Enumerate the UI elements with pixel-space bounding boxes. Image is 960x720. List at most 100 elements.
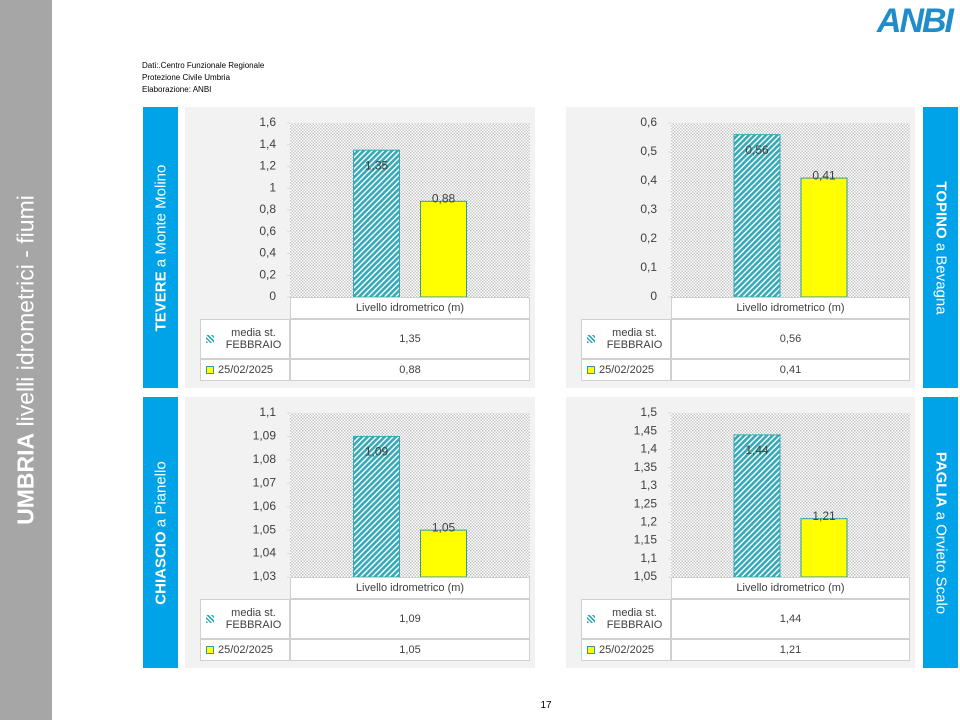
y-tick-label: 0,4 (259, 246, 276, 260)
sidebar: UMBRIA livelli idrometrici - fiumi (0, 0, 52, 720)
y-tick-label: 0 (650, 289, 657, 303)
source-line: Protezione Civile Umbria (142, 73, 231, 82)
station-label: CHIASCIO a Pianello (143, 397, 178, 668)
value-label: 1,05 (432, 520, 456, 534)
legend-key (587, 366, 595, 374)
legend-text: media st. FEBBRAIO (606, 607, 663, 631)
station-name: a Pianello (152, 460, 169, 527)
river-name: PAGLIA (932, 451, 949, 507)
plot-area (671, 123, 910, 297)
legend-entry: 25/02/2025 (581, 359, 671, 381)
y-tick-label: 1 (269, 180, 276, 194)
legend-entry: 25/02/2025 (200, 639, 290, 661)
bar (733, 434, 781, 578)
y-tick-label: 1,06 (253, 499, 277, 513)
y-tick-label: 0,6 (640, 115, 657, 129)
bar (733, 134, 781, 298)
station-text: PAGLIA a Orvieto Scalo (932, 451, 949, 613)
y-tick-label: 1,2 (640, 515, 657, 529)
legend-text: 25/02/2025 (599, 364, 655, 376)
table-value: 0,88 (290, 359, 530, 381)
region: UMBRIA (12, 432, 39, 525)
value-label: 0,41 (812, 168, 836, 182)
y-tick-label: 1,4 (640, 442, 657, 456)
y-tick-label: 0,8 (259, 202, 276, 216)
y-tick-label: 1,1 (640, 551, 657, 565)
legend-text: 25/02/2025 (599, 644, 655, 656)
y-tick-label: 0,2 (259, 267, 276, 281)
legend-entry: 25/02/2025 (581, 639, 671, 661)
station-name: a Monte Molino (152, 164, 169, 267)
bar (353, 149, 400, 298)
source-line: Dati:.Centro Funzionale Regionale (142, 61, 265, 70)
y-tick-label: 1,3 (640, 478, 657, 492)
station-label: TEVERE a Monte Molino (143, 107, 178, 388)
station-name: a Orvieto Scalo (932, 511, 949, 614)
station-text: TOPINO a Bevagna (932, 181, 949, 314)
legend-entry: media st. FEBBRAIO (581, 599, 671, 639)
y-tick-label: 1,4 (259, 137, 276, 151)
legend-text: media st. FEBBRAIO (225, 607, 282, 631)
y-tick-label: 1,09 (253, 429, 277, 443)
station-text: TEVERE a Monte Molino (152, 164, 169, 331)
y-tick-label: 0,1 (640, 260, 657, 274)
station-name: a Bevagna (932, 242, 949, 315)
legend-key (206, 615, 214, 623)
y-tick-label: 1,05 (634, 569, 658, 583)
y-tick-label: 1,03 (253, 569, 277, 583)
y-tick-label: 1,5 (640, 405, 657, 419)
y-tick-label: 0,4 (640, 173, 657, 187)
y-tick-label: 0,2 (640, 231, 657, 245)
legend-key (206, 335, 214, 343)
chart-panel: 1,05 1,1 1,15 1,2 1,25 1,3 1,35 1,4 1,45 1,5 1,44 1… (566, 397, 915, 668)
category-label: Livello idrometrico (m) (290, 577, 530, 599)
table-value: 0,41 (671, 359, 910, 381)
logo: ANBI (876, 2, 954, 40)
y-tick-label: 1,35 (634, 460, 658, 474)
chart: 1,03 1,04 1,05 1,06 1,07 1,08 1,09 1,1 1,09 1,05 (253, 405, 530, 583)
legend-key (206, 366, 214, 374)
sidebar-title: UMBRIA livelli idrometrici - fiumi (13, 195, 40, 525)
value-label: 1,21 (812, 509, 836, 523)
chart-panel: 1,03 1,04 1,05 1,06 1,07 1,08 1,09 1,1 1,09 1,05 L… (185, 397, 535, 668)
plot-area (290, 123, 530, 297)
legend-key (587, 646, 595, 654)
chart-panel: 0 0,2 0,4 0,6 0,8 1 1,2 1,4 1,6 1,35 0,88 Livello i… (185, 107, 535, 388)
bar (800, 518, 848, 578)
y-tick-label: 1,05 (253, 522, 277, 536)
category-label: Livello idrometrico (m) (671, 297, 910, 319)
table-value: 1,44 (671, 599, 910, 639)
bar (353, 435, 400, 578)
station-text: CHIASCIO a Pianello (152, 461, 169, 604)
chart-panel: 0 0,1 0,2 0,3 0,4 0,5 0,6 0,56 0,41 Livello idrom… (566, 107, 915, 388)
y-tick-label: 1,2 (259, 159, 276, 173)
y-tick-label: 0 (269, 289, 276, 303)
table-value: 1,35 (290, 319, 530, 359)
chart: 1,05 1,1 1,15 1,2 1,25 1,3 1,35 1,4 1,45 1,5 1,44 1… (634, 405, 910, 583)
y-tick-label: 0,5 (640, 144, 657, 158)
page-number: 17 (540, 700, 552, 711)
legend-entry: media st. FEBBRAIO (581, 319, 671, 359)
river-name: TEVERE (152, 270, 169, 331)
y-tick-label: 0,3 (640, 202, 657, 216)
y-tick-label: 0,6 (259, 224, 276, 238)
legend-text: 25/02/2025 (218, 644, 274, 656)
legend-key (587, 335, 595, 343)
y-tick-label: 1,15 (634, 533, 658, 547)
y-tick-label: 1,04 (253, 546, 277, 560)
category-label: Livello idrometrico (m) (290, 297, 530, 319)
source-line: Elaborazione: ANBI (142, 85, 212, 94)
value-label: 1,35 (365, 158, 389, 172)
river-name: TOPINO (932, 180, 949, 239)
y-tick-label: 1,45 (634, 423, 658, 437)
bar (800, 177, 848, 298)
station-label: PAGLIA a Orvieto Scalo (923, 397, 958, 668)
topic: livelli idrometrici - fiumi (12, 195, 39, 427)
legend-entry: media st. FEBBRAIO (200, 599, 290, 639)
bar (420, 200, 467, 298)
station-label: TOPINO a Bevagna (923, 107, 958, 388)
legend-key (206, 646, 214, 654)
source: Dati:.Centro Funzionale Regionale Protez… (142, 60, 264, 96)
table-value: 0,56 (671, 319, 910, 359)
